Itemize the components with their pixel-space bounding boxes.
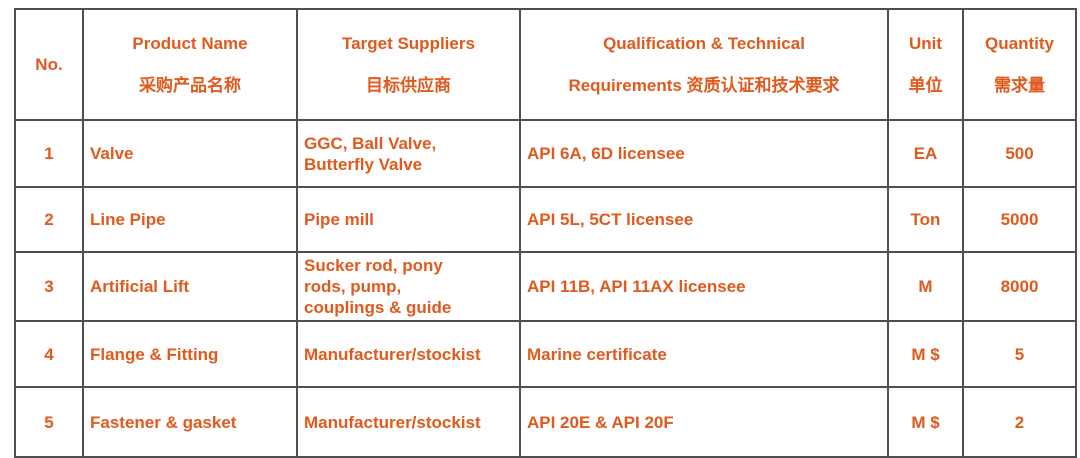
header-no: No. — [14, 8, 84, 121]
cell-suppliers: Pipe mill — [296, 186, 521, 253]
cell-qualification: API 5L, 5CT licensee — [519, 186, 889, 253]
header-unit-en: Unit — [908, 34, 943, 53]
header-quantity-zh: 需求量 — [994, 76, 1045, 95]
cell-unit: Ton — [887, 186, 964, 253]
header-qualification: Qualification & Technical Requirements 资… — [519, 8, 889, 121]
cell-suppliers: GGC, Ball Valve, Butterfly Valve — [296, 119, 521, 188]
table-row-3: 3 Artificial Lift Sucker rod, pony rods,… — [14, 251, 1077, 322]
cell-product: Flange & Fitting — [82, 320, 298, 388]
header-target-suppliers: Target Suppliers 目标供应商 — [296, 8, 521, 121]
header-qualification-line1: Qualification & Technical — [603, 34, 805, 53]
cell-quantity: 5000 — [962, 186, 1077, 253]
cell-suppliers: Manufacturer/stockist — [296, 386, 521, 458]
header-product-name-zh: 采购产品名称 — [139, 76, 241, 95]
cell-suppliers: Manufacturer/stockist — [296, 320, 521, 388]
cell-no: 2 — [14, 186, 84, 253]
header-product-name-en: Product Name — [132, 34, 248, 53]
header-quantity-en: Quantity — [985, 34, 1054, 53]
cell-qualification: API 6A, 6D licensee — [519, 119, 889, 188]
cell-no: 3 — [14, 251, 84, 322]
cell-no: 4 — [14, 320, 84, 388]
cell-product: Line Pipe — [82, 186, 298, 253]
header-target-suppliers-zh: 目标供应商 — [366, 76, 451, 95]
procurement-table: No. Product Name 采购产品名称 Target Suppliers… — [14, 8, 1077, 458]
cell-product: Artificial Lift — [82, 251, 298, 322]
cell-quantity: 2 — [962, 386, 1077, 458]
header-product-name: Product Name 采购产品名称 — [82, 8, 298, 121]
cell-qualification: API 20E & API 20F — [519, 386, 889, 458]
procurement-table-container: No. Product Name 采购产品名称 Target Suppliers… — [14, 8, 1077, 458]
cell-product: Valve — [82, 119, 298, 188]
header-quantity: Quantity 需求量 — [962, 8, 1077, 121]
cell-qualification: API 11B, API 11AX licensee — [519, 251, 889, 322]
table-row-1: 1 Valve GGC, Ball Valve, Butterfly Valve… — [14, 119, 1077, 188]
header-row: No. Product Name 采购产品名称 Target Suppliers… — [14, 8, 1077, 121]
cell-no: 1 — [14, 119, 84, 188]
cell-suppliers: Sucker rod, pony rods, pump, couplings &… — [296, 251, 521, 322]
table-row-5: 5 Fastener & gasket Manufacturer/stockis… — [14, 386, 1077, 458]
table-row-4: 4 Flange & Fitting Manufacturer/stockist… — [14, 320, 1077, 388]
cell-product: Fastener & gasket — [82, 386, 298, 458]
cell-qualification: Marine certificate — [519, 320, 889, 388]
header-no-label: No. — [35, 55, 63, 74]
header-target-suppliers-en: Target Suppliers — [342, 34, 475, 53]
cell-unit: M $ — [887, 386, 964, 458]
header-unit: Unit 单位 — [887, 8, 964, 121]
cell-unit: EA — [887, 119, 964, 188]
cell-quantity: 500 — [962, 119, 1077, 188]
cell-quantity: 8000 — [962, 251, 1077, 322]
header-qualification-line2: Requirements 资质认证和技术要求 — [568, 76, 840, 95]
cell-unit: M — [887, 251, 964, 322]
cell-unit: M $ — [887, 320, 964, 388]
table-row-2: 2 Line Pipe Pipe mill API 5L, 5CT licens… — [14, 186, 1077, 253]
cell-no: 5 — [14, 386, 84, 458]
cell-quantity: 5 — [962, 320, 1077, 388]
header-unit-zh: 单位 — [908, 76, 943, 95]
